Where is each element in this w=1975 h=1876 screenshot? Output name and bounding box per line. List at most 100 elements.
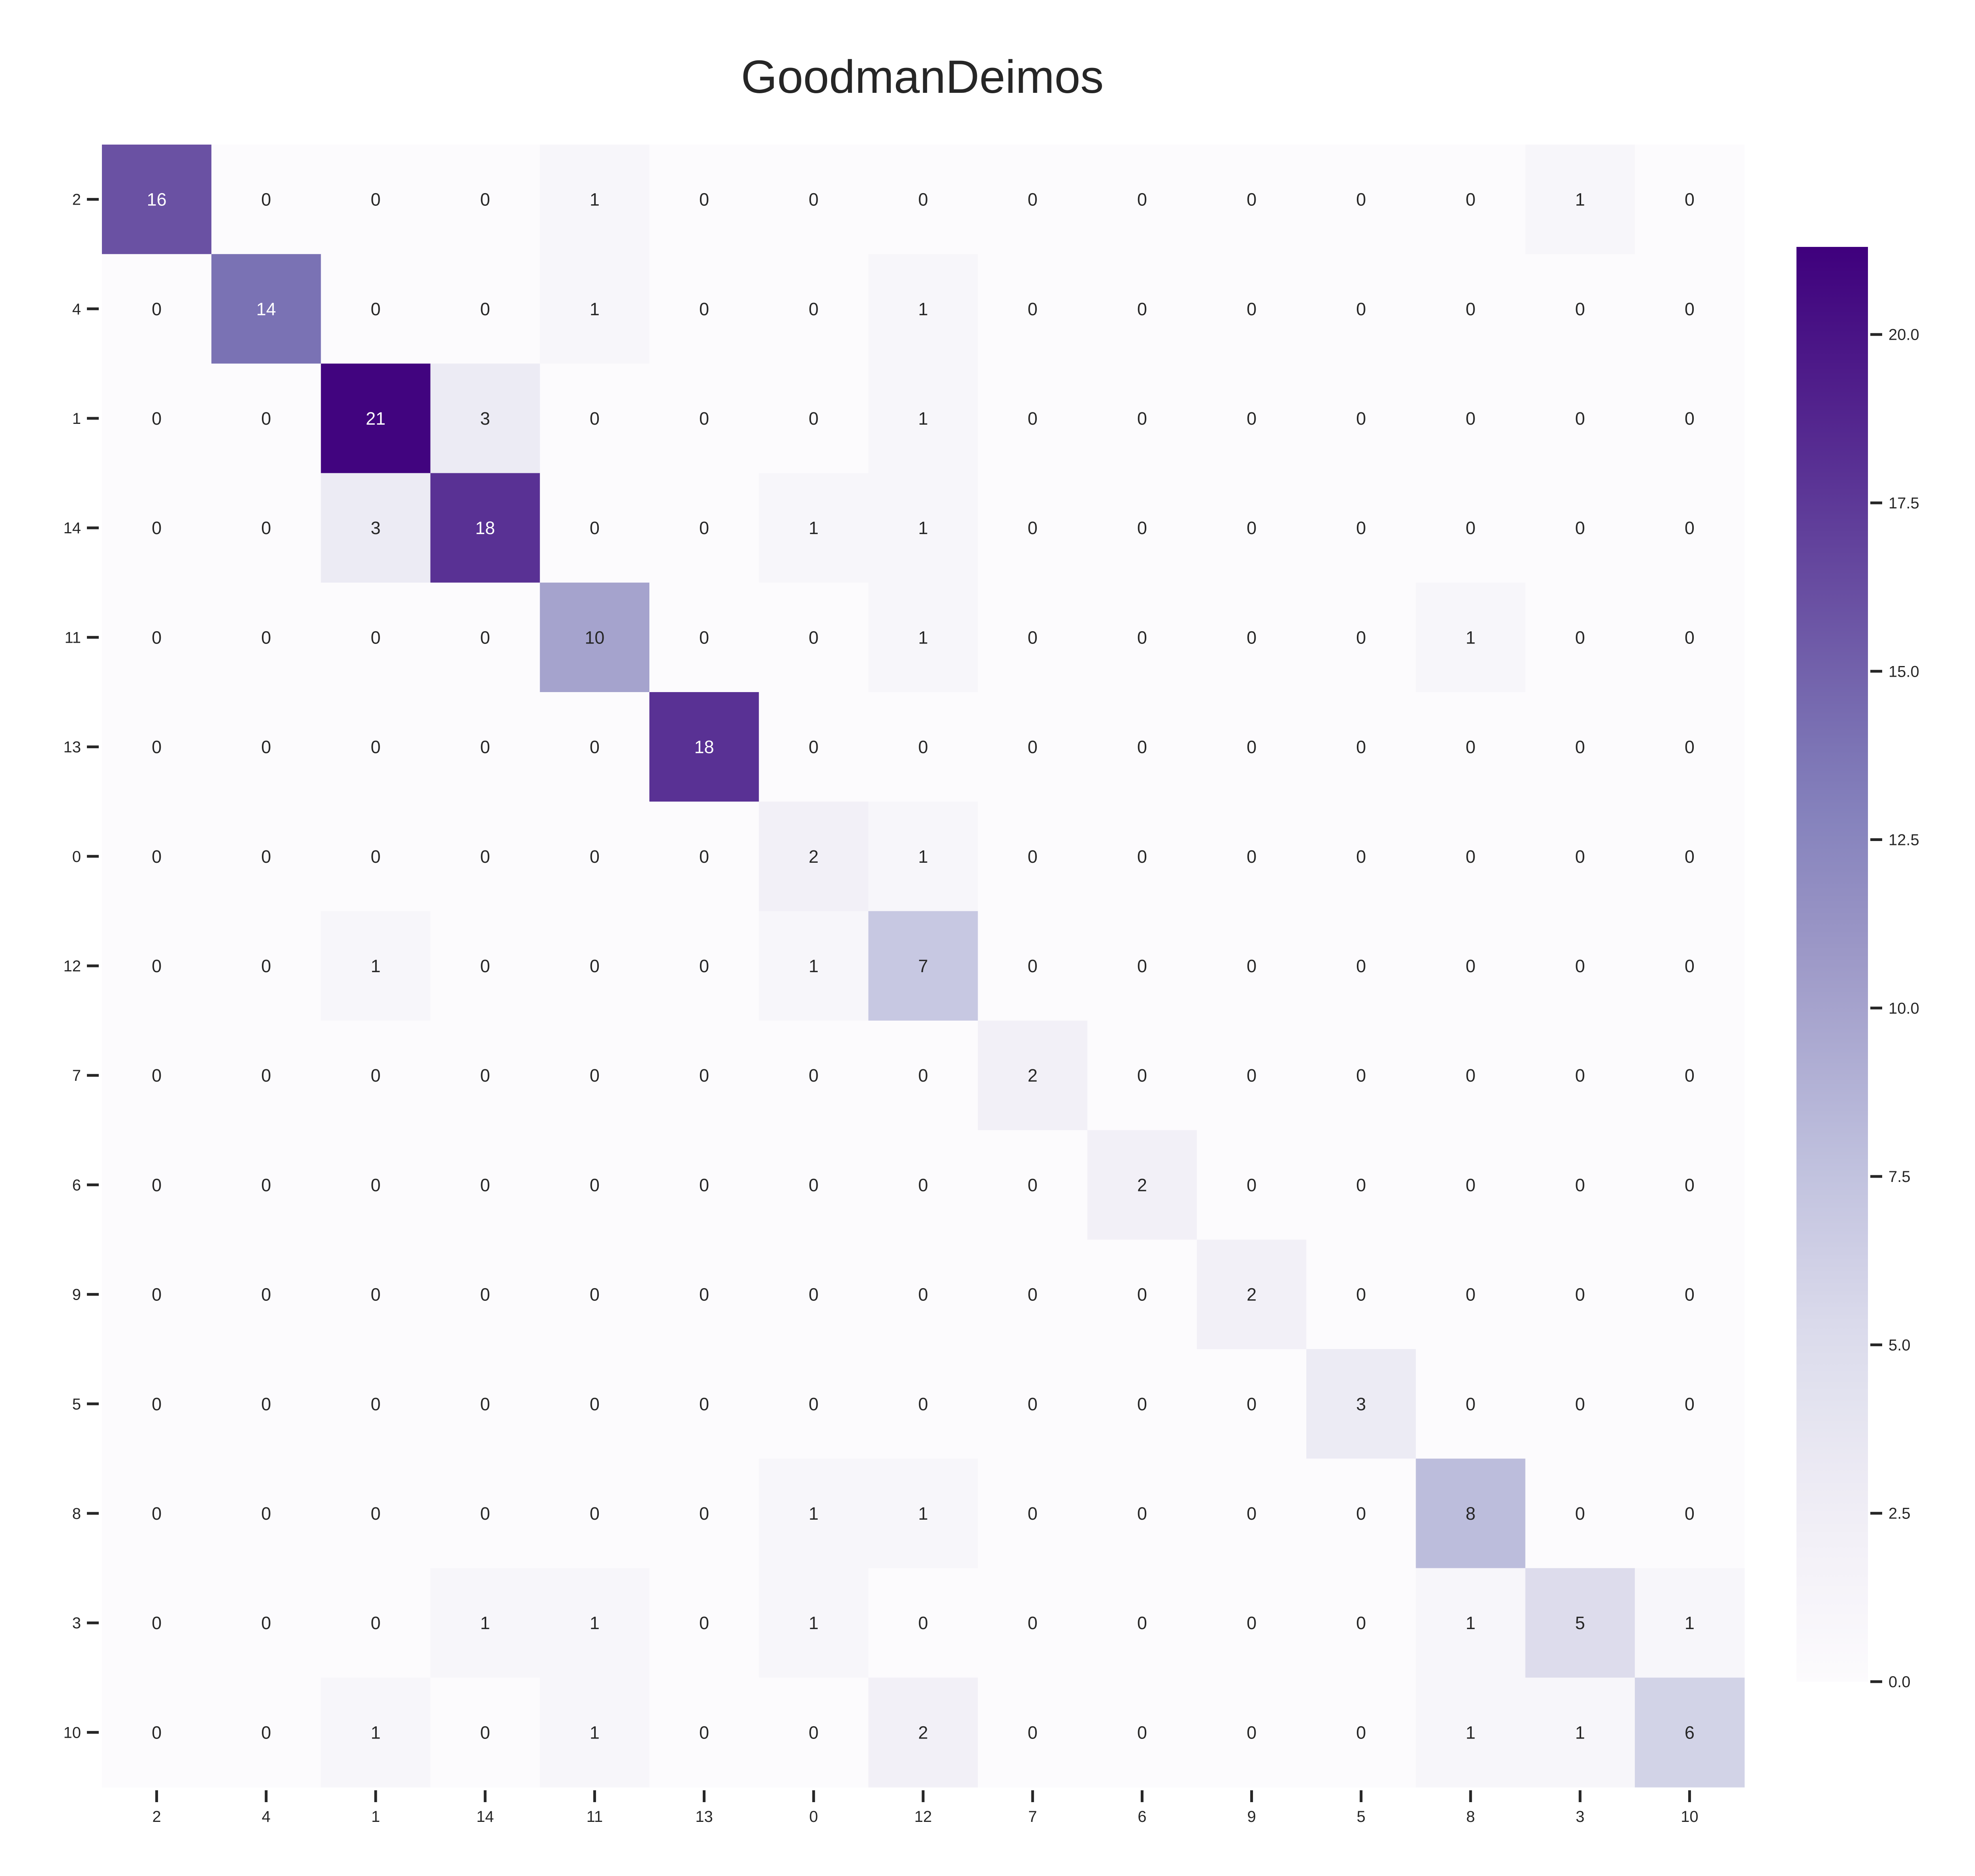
- cell-annotation: 0: [261, 1175, 271, 1195]
- heatmap-cell: [540, 692, 650, 802]
- heatmap-cell: [868, 802, 978, 912]
- cell-annotation: 0: [590, 1503, 600, 1524]
- cell-annotation: 0: [261, 1285, 271, 1305]
- heatmap-cell: [1635, 1349, 1745, 1459]
- cell-annotation: 0: [1356, 408, 1366, 429]
- heatmap-cell: [430, 1349, 540, 1459]
- heatmap-cell: [1197, 1130, 1307, 1240]
- cell-annotation: 0: [1356, 1175, 1366, 1195]
- heatmap-cell: [649, 254, 759, 364]
- heatmap-cell: [1087, 802, 1197, 912]
- cell-annotation: 0: [371, 1175, 380, 1195]
- cell-annotation: 0: [480, 1503, 490, 1524]
- cell-annotation: 0: [1247, 1613, 1256, 1633]
- cell-annotation: 0: [1356, 299, 1366, 319]
- heatmap-cell: [102, 911, 212, 1021]
- cell-annotation: 0: [699, 299, 709, 319]
- cell-annotation: 0: [1247, 408, 1256, 429]
- heatmap-cell: [649, 1240, 759, 1349]
- heatmap-cell: [1306, 1458, 1416, 1569]
- heatmap-cell: [211, 1349, 322, 1459]
- heatmap-cell: [1525, 1568, 1635, 1678]
- heatmap-cell: [868, 1240, 978, 1349]
- heatmap-cell: [430, 692, 540, 802]
- cell-annotation: 0: [1137, 627, 1147, 647]
- cell-annotation: 0: [1247, 190, 1256, 210]
- heatmap-cell: [1197, 582, 1307, 692]
- cell-annotation: 0: [1465, 1285, 1475, 1305]
- heatmap-cell: [1197, 911, 1307, 1021]
- cell-annotation: 0: [152, 518, 162, 538]
- heatmap-cell: [759, 911, 869, 1021]
- cell-annotation: 0: [1575, 847, 1585, 867]
- x-tick-label: 6: [1138, 1808, 1146, 1825]
- heatmap-cell: [430, 1677, 540, 1788]
- heatmap-cell: [868, 692, 978, 802]
- heatmap-cell: [321, 802, 431, 912]
- cell-annotation: 0: [261, 1065, 271, 1086]
- cell-annotation: 0: [1028, 737, 1038, 757]
- heatmap-cell: [1197, 1677, 1307, 1788]
- cell-annotation: 0: [1575, 737, 1585, 757]
- colorbar-tick-label: 12.5: [1888, 832, 1919, 849]
- heatmap-cell: [978, 1677, 1088, 1788]
- heatmap-cell: [759, 363, 869, 474]
- heatmap-cell: [1087, 1458, 1197, 1569]
- heatmap-cell: [102, 1020, 212, 1131]
- y-tick-label: 9: [72, 1286, 81, 1304]
- heatmap-cell: [1416, 363, 1526, 474]
- heatmap-cell: [1525, 1130, 1635, 1240]
- heatmap-cell: [978, 1020, 1088, 1131]
- heatmap-cell: [321, 1458, 431, 1569]
- heatmap-cell: [1197, 1240, 1307, 1349]
- colorbar-tick-label: 5.0: [1888, 1336, 1911, 1354]
- heatmap-cell: [1197, 363, 1307, 474]
- cell-annotation: 3: [480, 408, 490, 429]
- cell-annotation: 0: [480, 1285, 490, 1305]
- x-tick-label: 9: [1247, 1808, 1256, 1825]
- cell-annotation: 0: [1685, 190, 1695, 210]
- x-tick-label: 5: [1357, 1808, 1366, 1825]
- cell-annotation: 0: [152, 1613, 162, 1633]
- heatmap-cell: [868, 911, 978, 1021]
- heatmap-cell: [211, 582, 322, 692]
- heatmap-cell: [211, 1020, 322, 1131]
- cell-annotation: 1: [918, 627, 928, 647]
- heatmap-cell: [321, 692, 431, 802]
- cell-annotation: 0: [809, 1285, 818, 1305]
- y-tick-label: 6: [72, 1176, 81, 1194]
- cell-annotation: 0: [261, 408, 271, 429]
- cell-annotation: 2: [1137, 1175, 1147, 1195]
- heatmap-cell: [540, 363, 650, 474]
- heatmap-cell: [540, 473, 650, 583]
- heatmap-cell: [1525, 582, 1635, 692]
- heatmap-cell: [649, 1458, 759, 1569]
- cell-annotation: 0: [371, 1503, 380, 1524]
- heatmap-cell: [102, 363, 212, 474]
- cell-annotation: 0: [152, 1394, 162, 1414]
- heatmap-cell: [1197, 802, 1307, 912]
- heatmap-cell: [759, 1677, 869, 1788]
- cell-annotation: 1: [1465, 1722, 1475, 1742]
- heatmap-cell: [1525, 1677, 1635, 1788]
- cell-annotation: 1: [809, 956, 818, 976]
- heatmap-cell: [868, 254, 978, 364]
- heatmap-cell: [1416, 911, 1526, 1021]
- heatmap-cell: [102, 692, 212, 802]
- cell-annotation: 0: [1685, 847, 1695, 867]
- heatmap-cell: [211, 145, 322, 254]
- x-tick-label: 3: [1576, 1808, 1584, 1825]
- x-tick-label: 1: [371, 1808, 380, 1825]
- y-tick-label: 11: [64, 629, 81, 646]
- cell-annotation: 0: [1465, 1175, 1475, 1195]
- cell-annotation: 0: [918, 190, 928, 210]
- heatmap-cell: [1635, 254, 1745, 364]
- heatmap-cell: [540, 1240, 650, 1349]
- heatmap-cell: [430, 1458, 540, 1569]
- colorbar-tick-label: 17.5: [1888, 495, 1919, 512]
- x-tick-label: 13: [695, 1808, 713, 1825]
- y-tick-label: 13: [64, 739, 81, 756]
- heatmap-cell: [1525, 802, 1635, 912]
- cell-annotation: 0: [918, 1175, 928, 1195]
- heatmap-cell: [1087, 582, 1197, 692]
